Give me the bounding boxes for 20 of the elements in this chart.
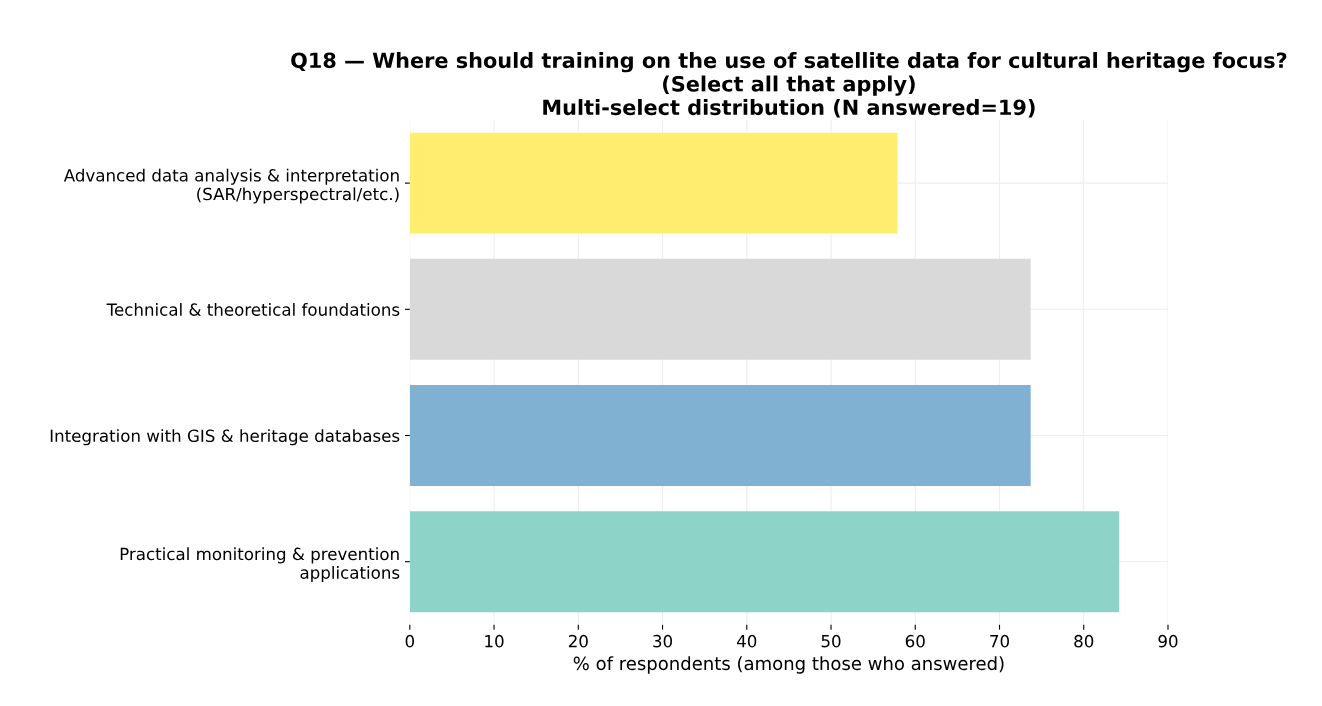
x-tick-label: 20 (568, 634, 588, 648)
y-tick-label: Integration with GIS & heritage databases (50, 429, 400, 446)
bar (409, 132, 898, 234)
y-tick-label: Advanced data analysis & interpretation (SAR/hyperspectral/etc.) (63, 168, 399, 204)
x-tick-label: 70 (990, 634, 1009, 648)
bar (409, 258, 1031, 360)
bar (409, 385, 1031, 486)
x-tick-label: 30 (653, 634, 673, 648)
x-axis-title: % of respondents (among those who answered) (573, 656, 1004, 674)
x-tick-label: 90 (1158, 634, 1178, 648)
x-tick-label: 40 (736, 634, 757, 648)
y-tick-label: Technical & theoretical foundations (106, 302, 400, 316)
bar (409, 511, 1120, 613)
chart-title: Q18 — Where should training on the use of satellite data for cultural heritage focus? (Select all that apply) Multi-select distribution (N answered=19) (291, 52, 1287, 118)
x-tick-label: 80 (1074, 634, 1094, 648)
y-tick-label: Practical monitoring & prevention applications (120, 547, 400, 583)
x-tick-label: 0 (405, 634, 415, 648)
x-tick-label: 60 (905, 634, 925, 648)
x-tick-label: 10 (485, 634, 504, 648)
x-tick-label: 50 (821, 634, 841, 648)
